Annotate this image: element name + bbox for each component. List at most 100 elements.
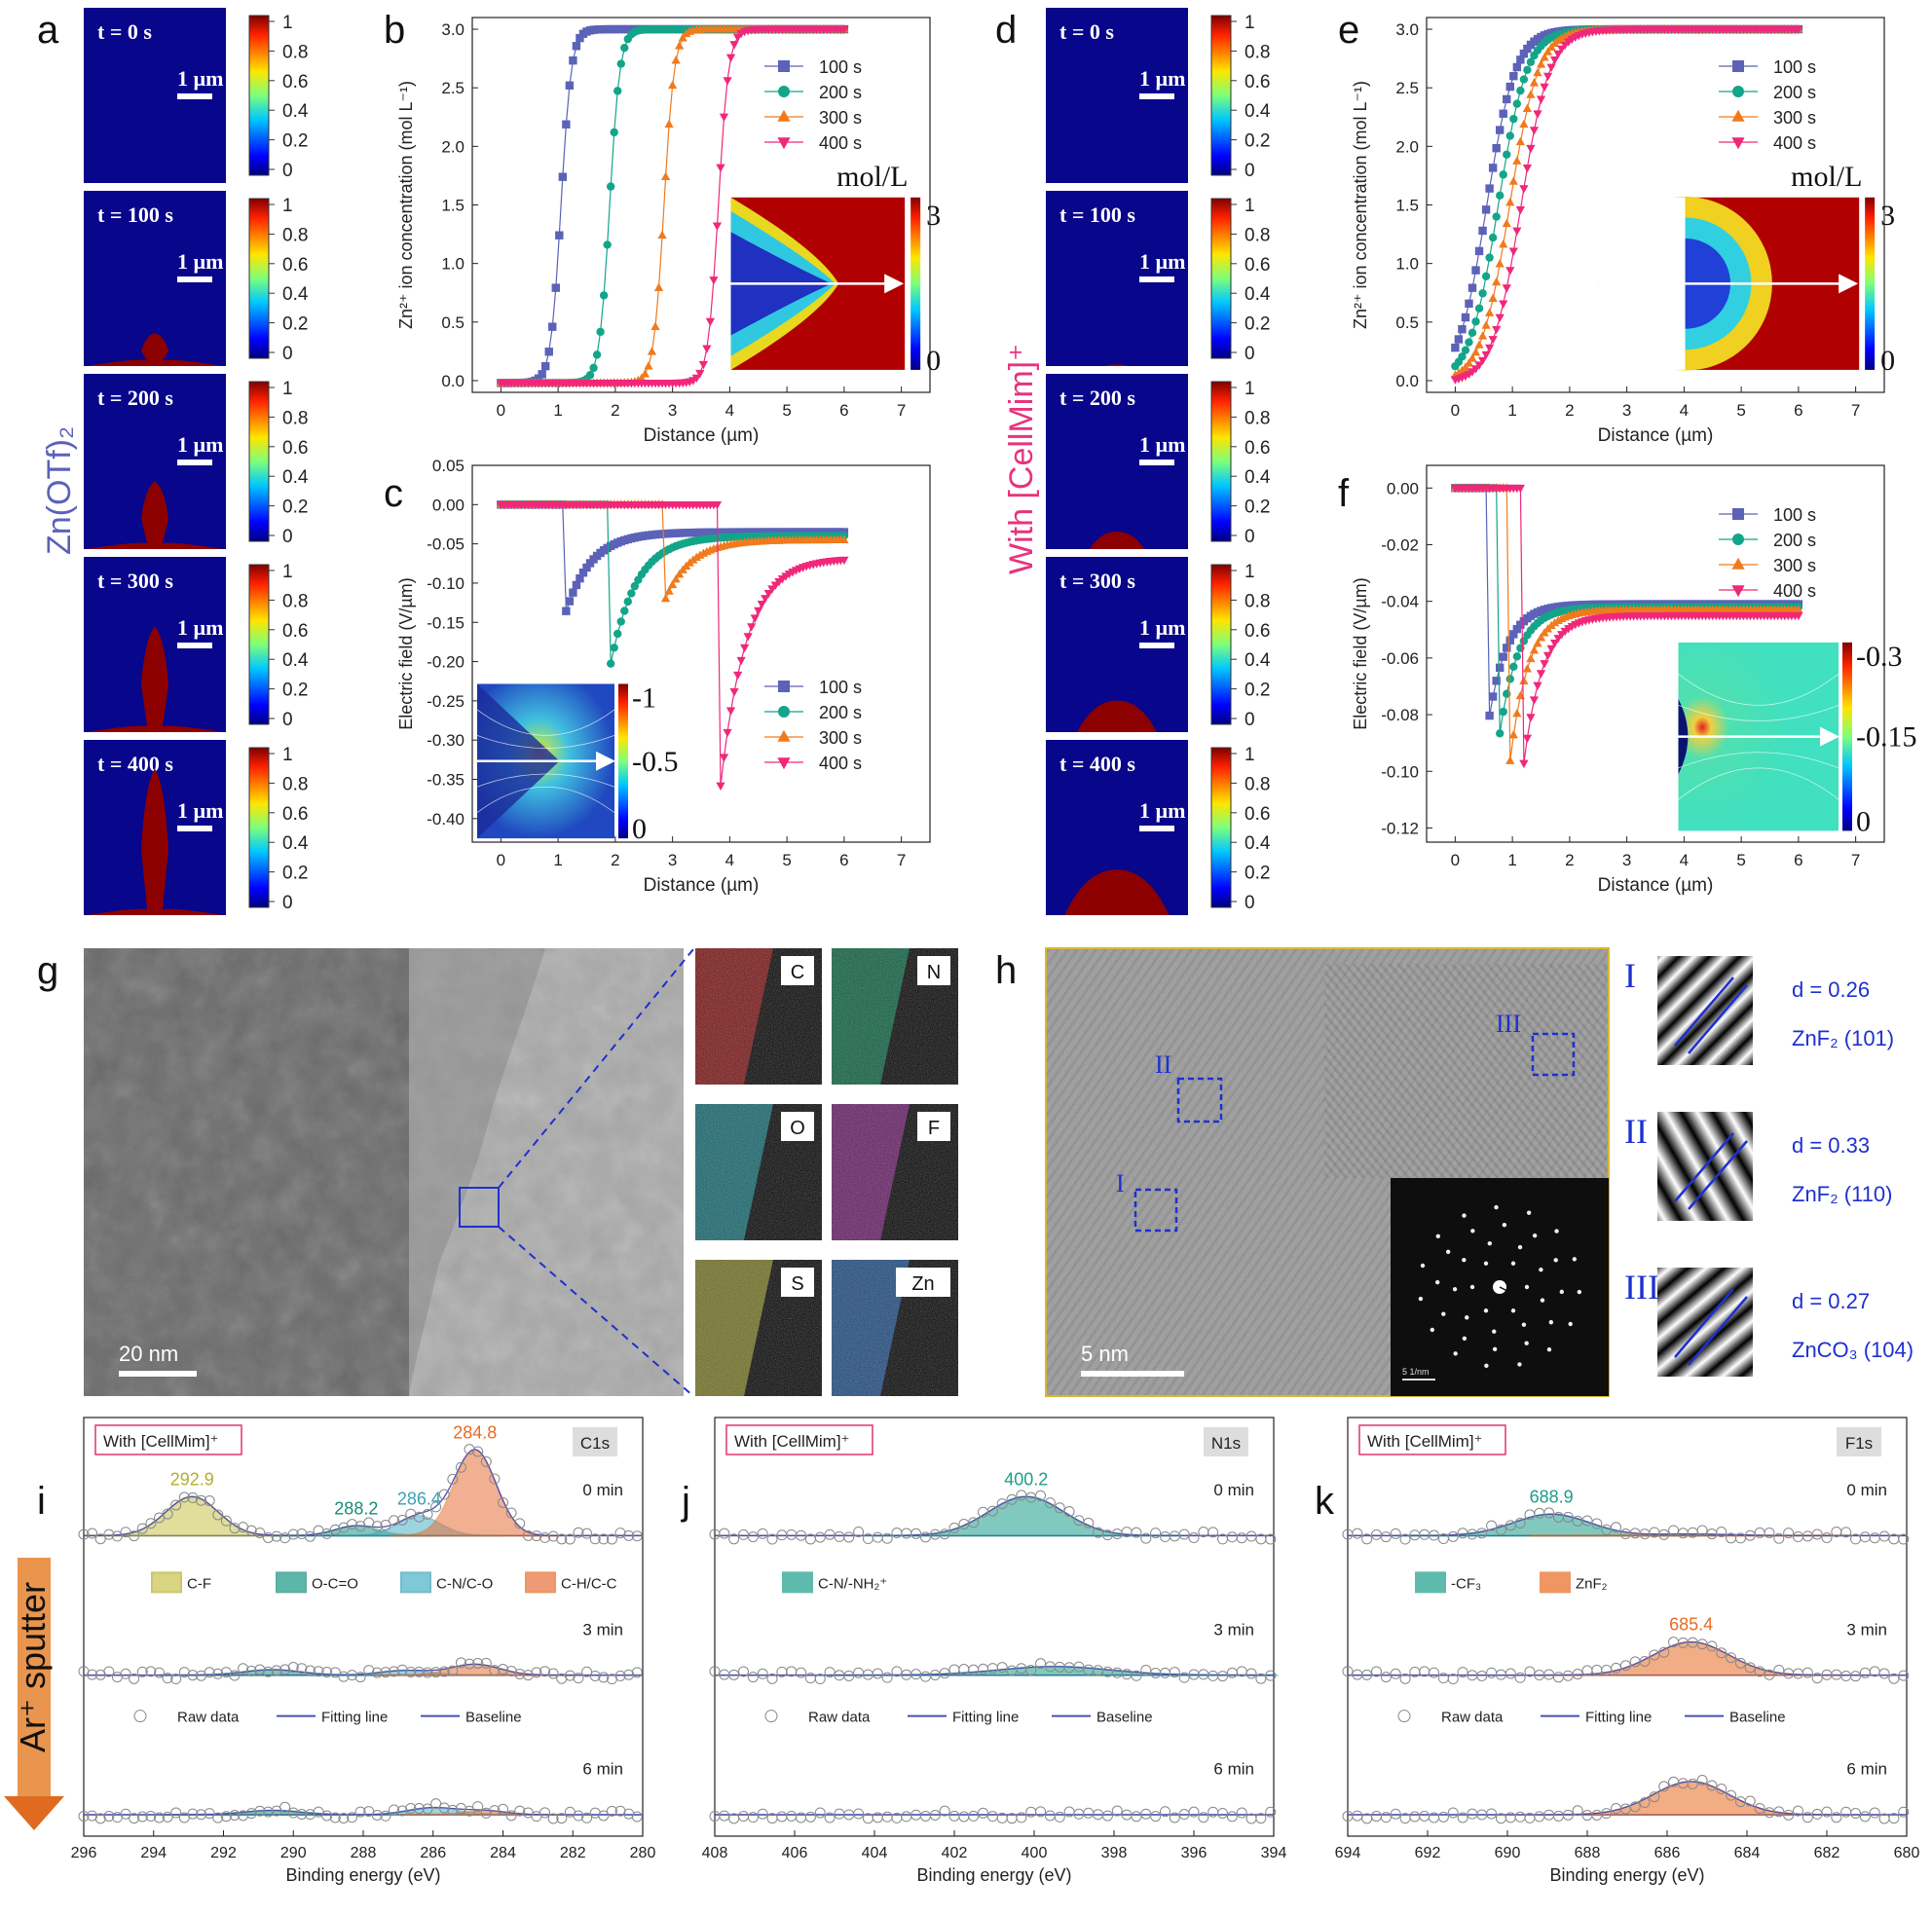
data-point xyxy=(725,54,736,63)
raw-point xyxy=(87,1669,98,1680)
raw-point xyxy=(78,1810,90,1822)
data-point xyxy=(657,230,667,239)
data-point xyxy=(1542,47,1553,55)
data-point xyxy=(596,327,605,337)
x-tick-label: 0 xyxy=(497,401,505,420)
raw-point xyxy=(371,1521,383,1532)
saed-spot xyxy=(1517,1244,1523,1250)
raw-point xyxy=(380,1810,391,1822)
raw-point xyxy=(313,1666,324,1677)
raw-point xyxy=(1111,1805,1123,1817)
data-point xyxy=(1533,681,1542,690)
data-point xyxy=(1533,110,1542,119)
raw-point xyxy=(1649,1791,1660,1803)
scale-label: 1 µm xyxy=(1139,66,1186,91)
raw-point xyxy=(814,1807,826,1819)
raw-data xyxy=(1342,1507,1910,1545)
raw-point xyxy=(1658,1528,1670,1540)
data-point xyxy=(1481,205,1491,214)
colorbar xyxy=(1210,198,1232,359)
series-markers xyxy=(497,500,849,615)
data-point xyxy=(606,182,615,191)
data-point xyxy=(1549,56,1560,65)
colorbar-tick-label: 0.2 xyxy=(282,131,308,152)
colorbar-tick-label: 0.8 xyxy=(1245,42,1270,62)
sim-time-label: t = 200 s xyxy=(1059,386,1135,410)
data-point xyxy=(1516,55,1525,64)
raw-point xyxy=(1447,1807,1459,1819)
x-tick-label: 5 xyxy=(1736,851,1745,869)
raw-point xyxy=(1773,1664,1785,1676)
y-tick-label: 3.0 xyxy=(441,20,464,39)
raw-point xyxy=(901,1811,912,1823)
data-point xyxy=(747,623,757,632)
legend-label: 300 s xyxy=(819,108,862,128)
raw-point xyxy=(1859,1531,1871,1543)
sim-time-label: t = 300 s xyxy=(97,569,173,593)
legend-components: C-N/-NH₂⁺ xyxy=(782,1571,887,1594)
raw-point xyxy=(1859,1811,1871,1823)
raw-point xyxy=(929,1810,941,1822)
raw-point xyxy=(1572,1805,1583,1817)
data-point xyxy=(592,350,602,359)
data-point xyxy=(1522,664,1533,673)
legend-label: 400 s xyxy=(819,133,862,153)
raw-point xyxy=(187,1670,199,1681)
data-point xyxy=(1474,361,1484,370)
scale-label: 1 µm xyxy=(1139,249,1186,274)
colorbar-tick-label: 0.2 xyxy=(1245,681,1270,701)
raw-point xyxy=(948,1522,960,1533)
raw-point xyxy=(498,1496,508,1508)
data-point xyxy=(1454,335,1464,344)
peak-label: 292.9 xyxy=(170,1469,214,1489)
saed-spot xyxy=(1441,1311,1446,1316)
colorbar-tick-label: 0 xyxy=(1245,893,1255,913)
saed-spot xyxy=(1572,1257,1578,1262)
raw-point xyxy=(489,1665,501,1676)
raw-point xyxy=(606,1805,617,1817)
data-point xyxy=(1471,266,1480,275)
data-point xyxy=(1503,150,1511,159)
data-point xyxy=(1499,109,1507,118)
ar-sputter-label: Ar⁺ sputter xyxy=(13,1582,53,1752)
raw-point xyxy=(271,1665,282,1676)
x-tick-label: 280 xyxy=(630,1845,656,1861)
data-point xyxy=(729,687,739,697)
data-point xyxy=(1533,67,1542,77)
raw-point xyxy=(347,1812,358,1823)
data-point xyxy=(709,276,719,285)
raw-point xyxy=(1265,1533,1277,1545)
plot-frame xyxy=(714,1417,1275,1837)
inset-max-label: -1 xyxy=(632,681,656,714)
eds-label-box xyxy=(917,956,950,985)
series-markers xyxy=(1450,484,1803,769)
data-point xyxy=(668,579,678,589)
eds-label-box xyxy=(781,1268,814,1297)
raw-point xyxy=(968,1517,980,1528)
raw-point xyxy=(1562,1809,1574,1821)
data-point xyxy=(1505,755,1515,764)
data-point xyxy=(740,644,750,653)
y-tick-label: -0.15 xyxy=(427,613,464,632)
data-point xyxy=(1512,227,1522,237)
inset-mid-label: -0.15 xyxy=(1856,721,1917,754)
data-point xyxy=(723,77,732,86)
raw-point xyxy=(1486,1520,1498,1531)
raw-point xyxy=(287,1662,299,1674)
chart-f: 0 1 2 3 4 5 6 7 0.00 -0.02 -0.04 -0.06 -0.08 -0.10 -0.… xyxy=(1351,464,1917,896)
y-tick-label: -0.04 xyxy=(1381,593,1419,611)
raw-point xyxy=(279,1801,291,1813)
colorbar-tick-label: 0.4 xyxy=(1245,650,1271,671)
raw-point xyxy=(757,1808,768,1820)
colorbar-tick-label: 0.6 xyxy=(282,804,308,825)
raw-point xyxy=(254,1527,266,1538)
region-II-box xyxy=(1176,1077,1223,1123)
raw-point xyxy=(262,1531,274,1543)
peak-label: 286.4 xyxy=(397,1489,441,1508)
colorbar-tick-label: 1 xyxy=(1245,196,1255,216)
sim-time-label: t = 100 s xyxy=(1059,203,1135,227)
raw-point xyxy=(430,1667,442,1678)
data-point xyxy=(562,607,571,615)
scale-label: 1 µm xyxy=(1139,615,1186,640)
x-tick-label: 5 xyxy=(782,851,791,869)
